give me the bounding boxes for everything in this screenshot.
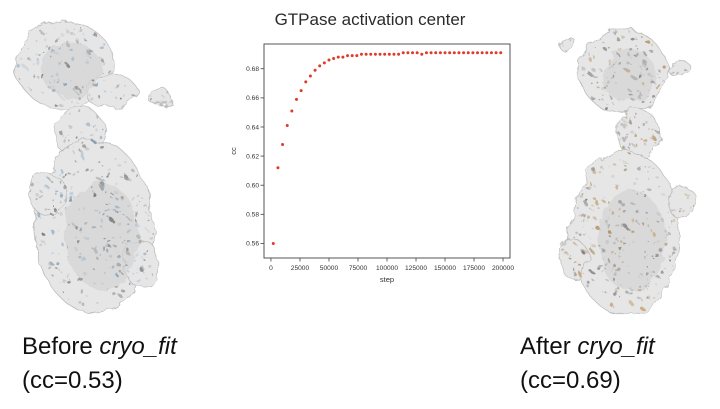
chart-panel: GTPase activation center 0 25000 50000 7500…: [224, 10, 516, 310]
caption-before: Before cryo_fit (cc=0.53): [22, 330, 177, 397]
svg-text:150000: 150000: [434, 265, 456, 272]
svg-text:200000: 200000: [492, 265, 514, 272]
density-texture: [16, 26, 170, 308]
svg-text:75000: 75000: [349, 265, 368, 272]
cc-vs-step-plot: 0 25000 50000 75000 100000 125000 150000 175000…: [229, 43, 514, 284]
svg-text:125000: 125000: [405, 265, 427, 272]
svg-text:50000: 50000: [320, 265, 339, 272]
svg-text:0.64: 0.64: [246, 124, 259, 131]
caption-after: After cryo_fit (cc=0.69): [520, 330, 655, 397]
svg-text:0.62: 0.62: [246, 153, 259, 160]
svg-text:0.56: 0.56: [246, 241, 259, 248]
x-axis-label: step: [380, 275, 394, 284]
svg-text:100000: 100000: [376, 265, 398, 272]
svg-text:0.58: 0.58: [246, 212, 259, 219]
caption-after-method: cryo_fit: [577, 333, 655, 360]
plot-points: [271, 51, 503, 245]
density-texture: [560, 31, 695, 309]
svg-text:175000: 175000: [463, 265, 485, 272]
caption-after-line1: After cryo_fit: [520, 330, 655, 364]
after-density-map: [558, 28, 696, 315]
svg-text:0: 0: [269, 265, 273, 272]
caption-after-cc: (cc=0.69): [520, 366, 621, 394]
svg-text:25000: 25000: [291, 265, 310, 272]
y-axis-label: cc: [229, 147, 238, 155]
density-blob: [15, 21, 171, 314]
caption-after-prefix: After: [520, 333, 578, 360]
before-density-map: [15, 21, 171, 314]
chart-title: GTPase activation center: [274, 10, 466, 29]
svg-text:0.68: 0.68: [246, 66, 259, 73]
plot-axes: 0 25000 50000 75000 100000 125000 150000 175000…: [229, 43, 514, 284]
svg-text:0.60: 0.60: [246, 183, 259, 190]
caption-before-cc: (cc=0.53): [22, 366, 123, 394]
svg-text:0.66: 0.66: [246, 95, 259, 102]
caption-before-line1: Before cryo_fit: [22, 330, 177, 364]
caption-before-method: cryo_fit: [99, 333, 177, 360]
density-blob: [558, 28, 696, 315]
caption-before-prefix: Before: [22, 333, 100, 360]
